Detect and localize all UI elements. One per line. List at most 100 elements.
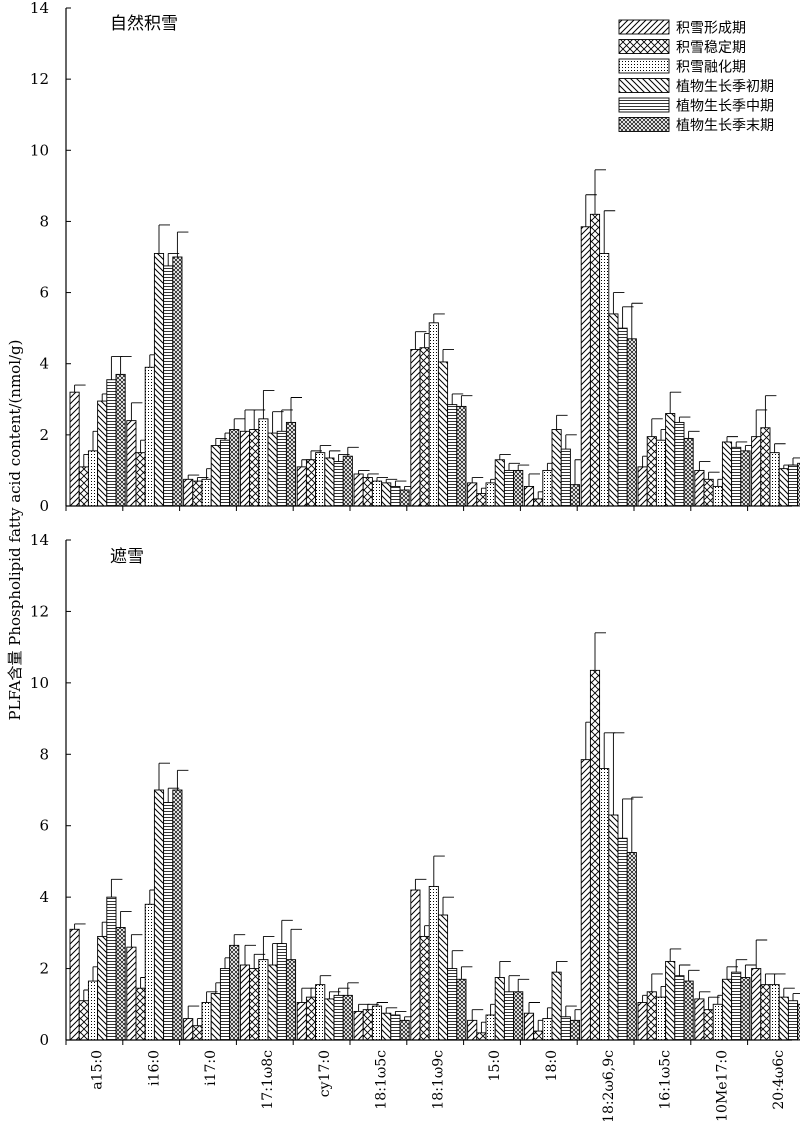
bar-snow-removal-3-s1	[249, 968, 260, 1041]
error-bar-snow-removal-8-s0	[528, 1002, 540, 1014]
error-bar-snow-removal-1-s3	[158, 762, 170, 790]
error-bar-snow-removal-0-s0	[74, 923, 86, 930]
bar-snow-removal-12-s1	[760, 984, 771, 1041]
bar-snow-removal-12-s4	[787, 1000, 799, 1041]
y-tick-label-natural-snow-7: 14	[30, 0, 49, 17]
bar-natural-snow-2-s5	[229, 429, 240, 507]
bar-snow-removal-9-s3	[608, 814, 619, 1041]
y-tick-label-snow-removal-7: 14	[30, 531, 49, 549]
error-bar-snow-removal-12-s0	[755, 939, 768, 969]
bar-snow-removal-0-s1	[78, 1000, 89, 1041]
bar-snow-removal-5-s1	[362, 1009, 373, 1041]
error-bar-natural-snow-9-s3	[612, 292, 625, 314]
category-label-2: i17:0	[203, 1050, 219, 1086]
bar-natural-snow-7-s0	[467, 482, 478, 507]
bar-snow-removal-2-s0	[183, 1018, 194, 1041]
error-bar-natural-snow-5-s1	[367, 473, 379, 478]
bar-snow-removal-1-s5	[172, 789, 183, 1041]
error-bar-snow-removal-7-s3	[499, 960, 511, 978]
bar-snow-removal-7-s5	[513, 991, 524, 1041]
bar-snow-removal-1-s2	[144, 903, 155, 1041]
error-bar-natural-snow-4-s2	[319, 445, 332, 453]
category-label-7: 15:0	[487, 1050, 503, 1081]
bar-snow-removal-3-s2	[258, 959, 269, 1041]
error-bar-natural-snow-10-s1	[651, 418, 663, 437]
bar-natural-snow-11-s2	[712, 485, 723, 507]
bar-natural-snow-3-s0	[239, 430, 251, 507]
bar-snow-removal-3-s3	[267, 964, 278, 1041]
bar-snow-removal-11-s0	[694, 998, 705, 1041]
bar-snow-removal-7-s1	[476, 1032, 487, 1041]
bar-snow-removal-4-s4	[333, 994, 344, 1041]
bar-snow-removal-3-s4	[276, 943, 287, 1041]
bar-snow-removal-12-s2	[769, 984, 780, 1041]
bar-natural-snow-10-s2	[655, 439, 667, 507]
bar-snow-removal-6-s5	[456, 978, 467, 1041]
bar-natural-snow-5-s5	[399, 489, 410, 507]
bar-natural-snow-11-s5	[740, 450, 751, 507]
error-bar-snow-removal-7-s0	[471, 1009, 484, 1021]
bar-natural-snow-5-s0	[353, 473, 364, 507]
bar-natural-snow-0-s4	[106, 379, 117, 507]
bar-natural-snow-5-s3	[381, 482, 392, 507]
panel-natural-snow-title: 自然积雪	[110, 14, 178, 34]
bar-natural-snow-1-s4	[163, 265, 174, 507]
error-bar-snow-removal-3-s0	[244, 944, 256, 965]
y-axis-label: PLFA含量 Phospholipid fatty acid content/(…	[6, 339, 24, 720]
bar-snow-removal-5-s2	[371, 1005, 383, 1041]
bar-natural-snow-2-s0	[183, 478, 194, 507]
y-tick-label-natural-snow-6: 12	[30, 70, 49, 88]
error-bar-natural-snow-6-s4	[451, 393, 464, 405]
legend-label-4: 植物生长季中期	[676, 99, 774, 115]
bar-snow-removal-8-s0	[523, 1012, 535, 1041]
bar-snow-removal-5-s0	[353, 1010, 364, 1041]
bar-snow-removal-8-s5	[569, 1019, 581, 1041]
bar-natural-snow-7-s1	[476, 493, 487, 507]
panel-natural-snow-bars	[69, 169, 800, 507]
error-bar-natural-snow-3-s2	[262, 389, 275, 419]
error-bar-natural-snow-1-s0	[130, 402, 143, 421]
error-bar-snow-removal-0-s5	[120, 910, 132, 928]
bar-snow-removal-9-s4	[617, 837, 628, 1041]
bar-snow-removal-4-s5	[342, 994, 353, 1041]
bar-natural-snow-8-s2	[542, 469, 553, 507]
legend-label-3: 植物生长季初期	[676, 78, 774, 95]
bar-natural-snow-12-s1	[760, 427, 771, 507]
legend-swatch-3	[618, 78, 670, 93]
bar-natural-snow-5-s4	[390, 485, 401, 507]
category-labels: a15:0 i16:0 i17:0 17:1ω8c cy17:0 18:1ω5c 18:1ω…	[90, 1050, 788, 1121]
bar-natural-snow-5-s1	[362, 477, 373, 507]
bar-snow-removal-2-s3	[210, 993, 221, 1041]
bar-snow-removal-8-s1	[533, 1030, 544, 1041]
bar-snow-removal-11-s1	[703, 1009, 714, 1041]
bar-snow-removal-10-s1	[646, 991, 657, 1041]
bar-natural-snow-3-s4	[276, 430, 287, 507]
bar-snow-removal-7-s4	[503, 991, 515, 1041]
bar-natural-snow-3-s1	[249, 429, 260, 507]
bar-natural-snow-0-s0	[69, 391, 80, 507]
bar-snow-removal-4-s1	[305, 996, 317, 1041]
error-bar-snow-removal-9-s1	[594, 632, 606, 671]
bar-natural-snow-11-s3	[721, 441, 733, 507]
error-bar-natural-snow-7-s3	[499, 453, 511, 460]
error-bar-snow-removal-6-s5	[460, 966, 473, 980]
bar-snow-removal-0-s0	[69, 928, 80, 1041]
bar-snow-removal-0-s2	[87, 980, 99, 1041]
y-tick-label-snow-removal-0: 0	[39, 1031, 49, 1049]
error-bar-natural-snow-11-s1	[708, 471, 720, 480]
error-bar-natural-snow-5-s3	[385, 478, 398, 483]
bar-natural-snow-0-s5	[115, 373, 126, 507]
category-label-8: 18:0	[544, 1050, 560, 1081]
error-bar-snow-removal-8-s3	[556, 960, 568, 973]
bar-natural-snow-4-s1	[305, 459, 317, 507]
bar-natural-snow-9-s4	[617, 327, 628, 507]
bar-natural-snow-1-s5	[172, 256, 183, 507]
bar-natural-snow-8-s4	[560, 448, 571, 507]
error-bar-natural-snow-10-s5	[688, 430, 700, 439]
bar-snow-removal-9-s2	[599, 768, 610, 1041]
bar-snow-removal-0-s5	[115, 927, 126, 1041]
bar-snow-removal-10-s5	[683, 980, 694, 1041]
error-bar-snow-removal-2-s5	[233, 934, 246, 946]
bar-snow-removal-10-s4	[674, 975, 685, 1041]
bar-natural-snow-10-s3	[665, 413, 676, 507]
